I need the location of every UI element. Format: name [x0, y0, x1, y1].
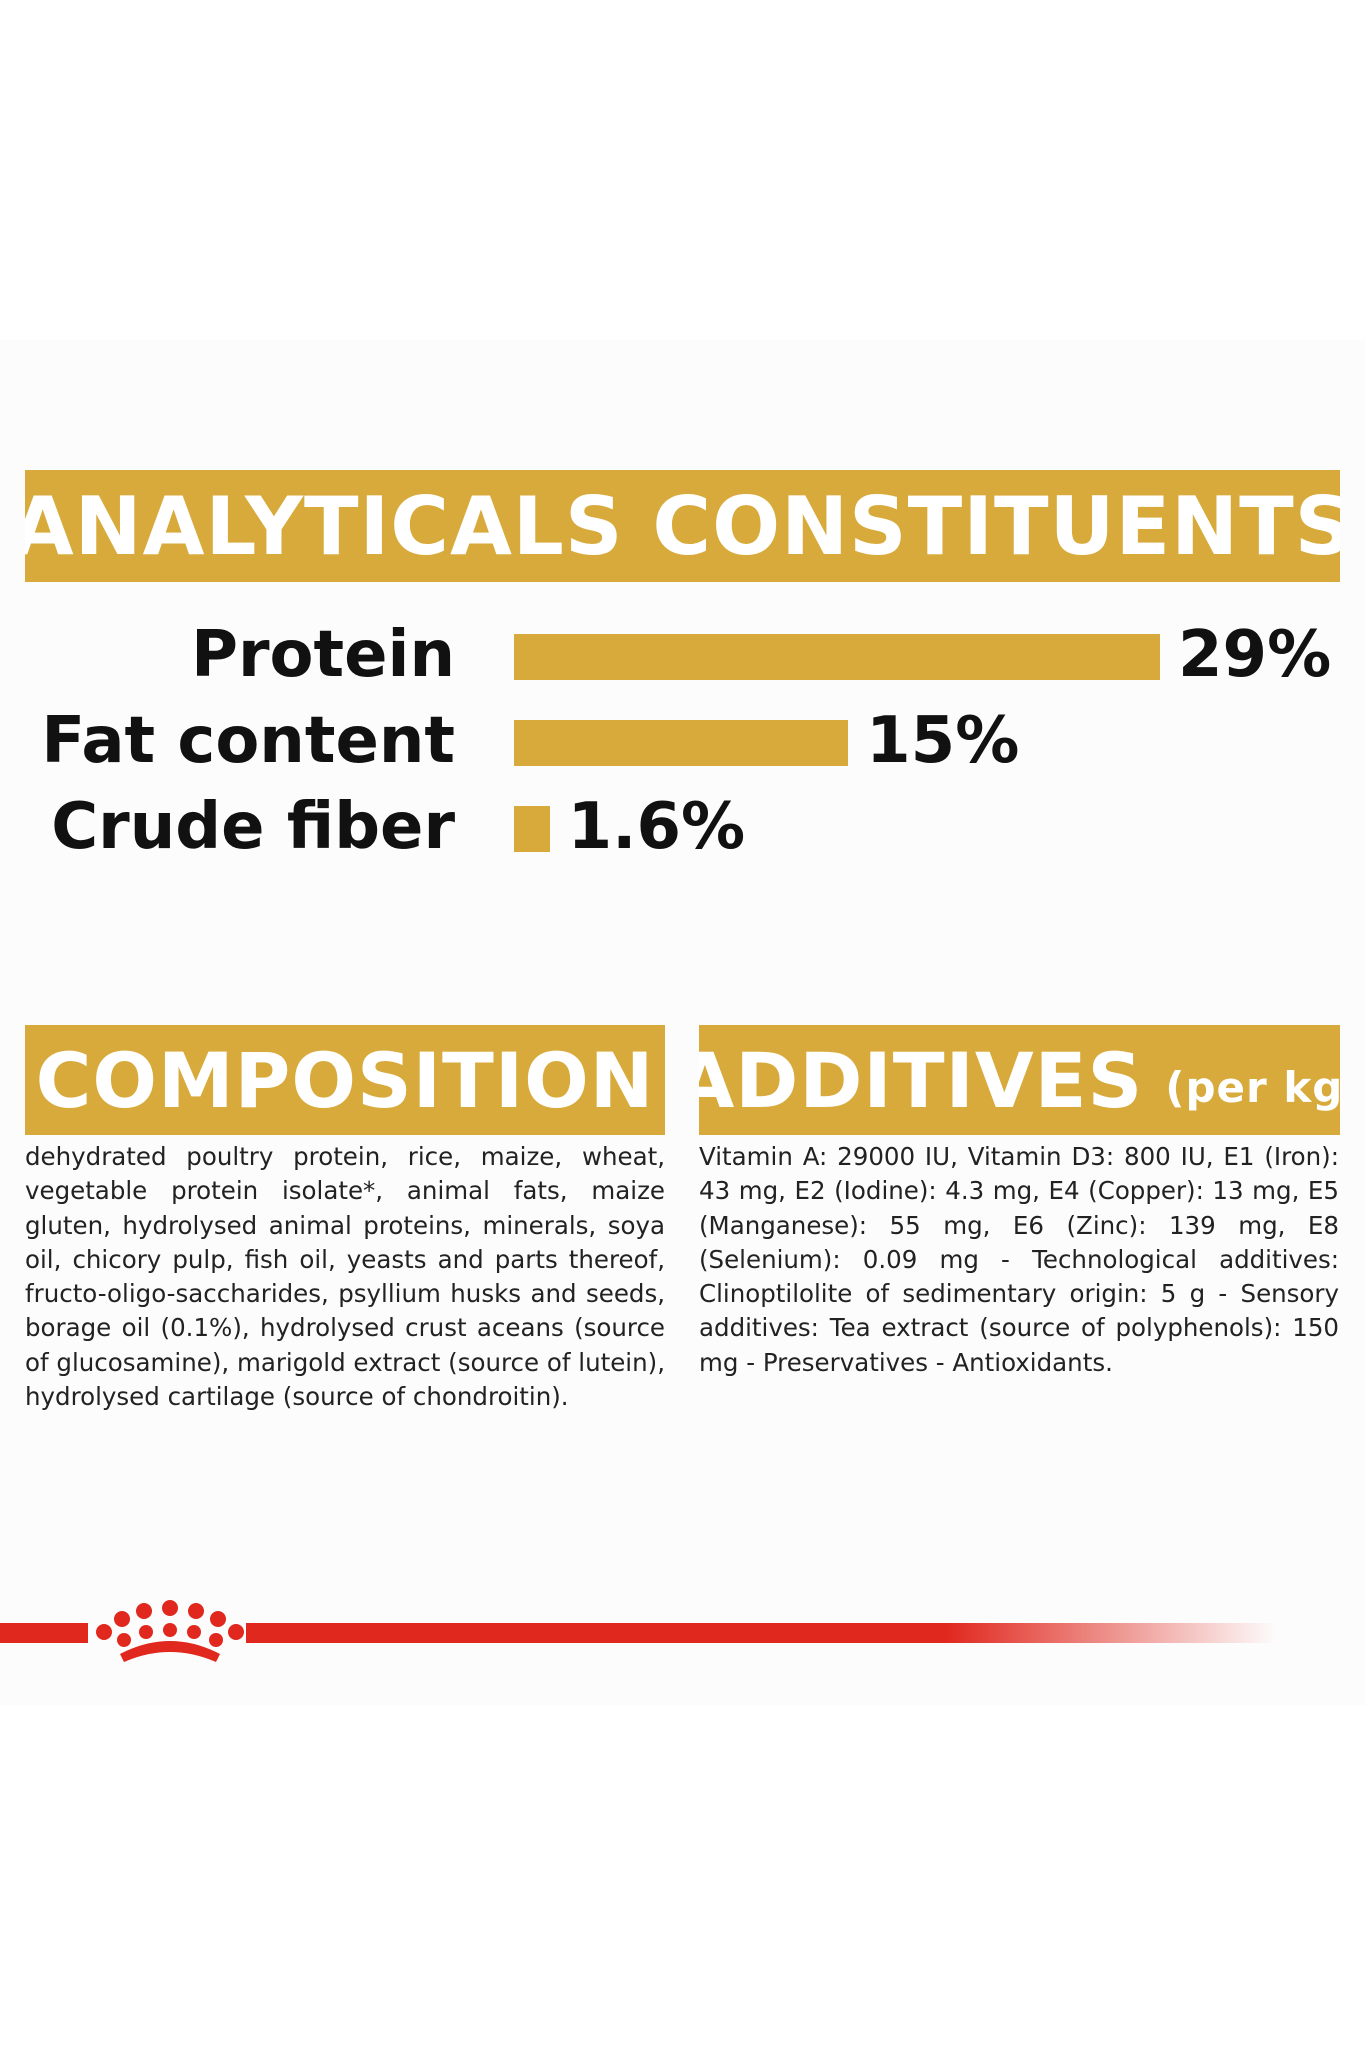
additives-title-banner: ADDITIVES (per kg) — [699, 1025, 1340, 1135]
additives-text: Vitamin A: 29000 IU, Vitamin D3: 800 IU,… — [699, 1142, 1339, 1377]
nutrient-label-protein: Protein — [191, 618, 455, 692]
nutrient-label-fiber: Crude fiber — [51, 790, 455, 864]
additives-unit: (per kg) — [1165, 1062, 1340, 1112]
analytics-title-banner: ANALYTICALS CONSTITUENTS — [25, 470, 1340, 582]
nutrient-bar-fat — [514, 720, 849, 766]
royal-canin-crown-icon — [96, 1600, 244, 1662]
brand-line-left — [0, 1623, 88, 1643]
nutrient-value-fat: 15% — [866, 704, 1020, 778]
composition-title: COMPOSITION — [35, 1035, 655, 1125]
additives-title: ADDITIVES — [699, 1035, 1144, 1125]
composition-title-banner: COMPOSITION — [25, 1025, 665, 1135]
nutrient-label-fat: Fat content — [41, 704, 455, 778]
nutrient-bar-fiber — [514, 806, 550, 852]
nutrient-value-fiber: 1.6% — [567, 790, 746, 864]
nutrient-bar-protein — [514, 634, 1160, 680]
composition-text: dehydrated poultry protein, rice, maize,… — [25, 1142, 665, 1412]
nutrient-value-protein: 29% — [1178, 618, 1332, 692]
analytics-title: ANALYTICALS CONSTITUENTS — [25, 479, 1340, 573]
brand-line-right — [246, 1623, 1276, 1643]
